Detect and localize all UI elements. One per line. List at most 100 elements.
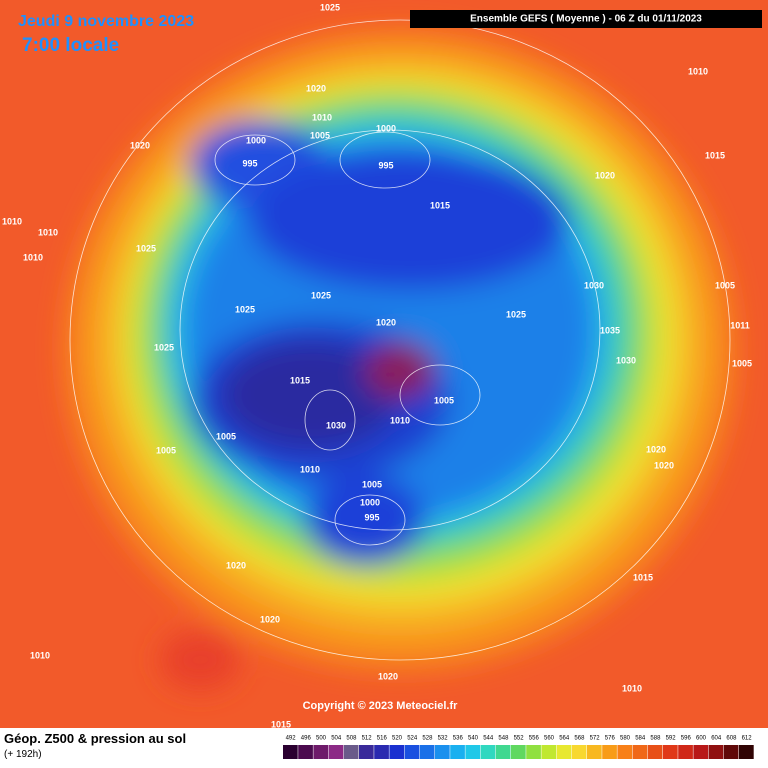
colorbar-label: 552 [514, 736, 525, 742]
pressure-label: 1010 [622, 683, 642, 693]
pressure-label: 1025 [136, 243, 156, 253]
colorbar-label: 528 [422, 736, 433, 742]
colorbar-label: 500 [316, 736, 327, 742]
colorbar-label: 512 [362, 736, 373, 742]
colorbar-swatch [435, 745, 450, 759]
pressure-label: 1005 [310, 130, 330, 140]
colorbar-swatch [663, 745, 678, 759]
pressure-label: 1005 [732, 358, 752, 368]
colorbar-swatch [678, 745, 693, 759]
colorbar-swatch [556, 745, 572, 759]
colorbar-label: 564 [559, 736, 570, 742]
colorbar-label: 604 [711, 736, 722, 742]
colorbar-swatch [374, 745, 389, 759]
run-info: Ensemble GEFS ( Moyenne ) - 06 Z du 01/1… [470, 14, 702, 25]
pressure-label: 1030 [584, 280, 604, 290]
colorbar-swatch [617, 745, 633, 759]
colorbar-swatch [450, 745, 465, 759]
pressure-label: 1025 [154, 342, 174, 352]
pressure-label: 1020 [226, 560, 246, 570]
pressure-label: 1020 [595, 170, 615, 180]
colorbar-label: 544 [483, 736, 494, 742]
colorbar-swatch [359, 745, 374, 759]
colorbar-swatch [495, 745, 511, 759]
colorbar-swatch [465, 745, 481, 759]
colorbar-label: 584 [635, 736, 646, 742]
colorbar-swatch [283, 745, 298, 759]
colorbar-label: 576 [605, 736, 616, 742]
colorbar-label: 596 [681, 736, 692, 742]
pressure-label: 1005 [362, 479, 382, 489]
pressure-label: 1020 [378, 671, 398, 681]
colorbar-label: 540 [468, 736, 479, 742]
colorbar-swatch [587, 745, 602, 759]
colorbar-swatch [419, 745, 435, 759]
pressure-label: 1030 [616, 355, 636, 365]
pressure-label: 1015 [430, 200, 450, 210]
colorbar-swatch [602, 745, 617, 759]
colorbar-swatch [739, 745, 754, 759]
colorbar-label: 568 [574, 736, 585, 742]
colorbar-label: 592 [666, 736, 677, 742]
colorbar-swatch [541, 745, 557, 759]
pressure-label: 1005 [715, 280, 735, 290]
colorbar-label: 492 [286, 736, 297, 742]
copyright: Copyright © 2023 Meteociel.fr [303, 700, 459, 712]
pressure-label: 1015 [290, 375, 310, 385]
footer-lead: (+ 192h) [4, 749, 42, 760]
pressure-label: 1015 [633, 572, 653, 582]
pressure-label: 1005 [434, 395, 454, 405]
colorbar-label: 536 [453, 736, 464, 742]
colorbar-label: 556 [529, 736, 540, 742]
colorbar-swatch [708, 745, 724, 759]
pressure-label: 1010 [688, 66, 708, 76]
pressure-label: 1011 [730, 320, 750, 330]
pressure-label: 1020 [130, 140, 150, 150]
time: 7:00 locale [22, 35, 119, 56]
colorbar-swatch [404, 745, 420, 759]
pressure-label: 1025 [235, 304, 255, 314]
colorbar: 492 496 500 504 508 512 516 520 524 528 532 536 540 5… [283, 736, 754, 759]
pressure-label: 1000 [246, 135, 266, 145]
colorbar-swatch [328, 745, 344, 759]
colorbar-label: 612 [742, 736, 753, 742]
pressure-label: 1020 [376, 317, 396, 327]
colorbar-label: 608 [726, 736, 737, 742]
colorbar-swatch [693, 745, 709, 759]
pressure-label: 1000 [376, 123, 396, 133]
pressure-label: 1010 [390, 415, 410, 425]
colorbar-swatch [571, 745, 587, 759]
colorbar-label: 504 [331, 736, 342, 742]
colorbar-swatch [313, 745, 329, 759]
colorbar-swatch [511, 745, 526, 759]
date: Jeudi 9 novembre 2023 [18, 13, 194, 30]
colorbar-label: 508 [346, 736, 357, 742]
pressure-label: 1005 [216, 431, 236, 441]
pressure-label: 1010 [38, 227, 58, 237]
pressure-label: 1025 [320, 2, 340, 12]
pressure-label: 1010 [23, 252, 43, 262]
colorbar-swatch [298, 745, 313, 759]
pressure-label: 1010 [2, 216, 22, 226]
colorbar-swatch [526, 745, 541, 759]
colorbar-label: 532 [438, 736, 449, 742]
pressure-label: 1010 [30, 650, 50, 660]
colorbar-swatch [480, 745, 496, 759]
colorbar-label: 580 [620, 736, 631, 742]
pressure-label: 1000 [360, 497, 380, 507]
pressure-label: 1020 [646, 444, 666, 454]
pressure-label: 1035 [600, 325, 620, 335]
colorbar-label: 572 [590, 736, 601, 742]
pressure-label: 1020 [260, 614, 280, 624]
colorbar-swatch [389, 745, 405, 759]
pressure-label: 1025 [311, 290, 331, 300]
colorbar-swatch [632, 745, 648, 759]
colorbar-label: 600 [696, 736, 707, 742]
colorbar-swatch [343, 745, 359, 759]
colorbar-swatch [647, 745, 663, 759]
footer-title: Géop. Z500 & pression au sol [4, 731, 187, 746]
colorbar-label: 588 [650, 736, 661, 742]
pressure-label: 1005 [156, 445, 176, 455]
pressure-label: 995 [378, 160, 393, 170]
